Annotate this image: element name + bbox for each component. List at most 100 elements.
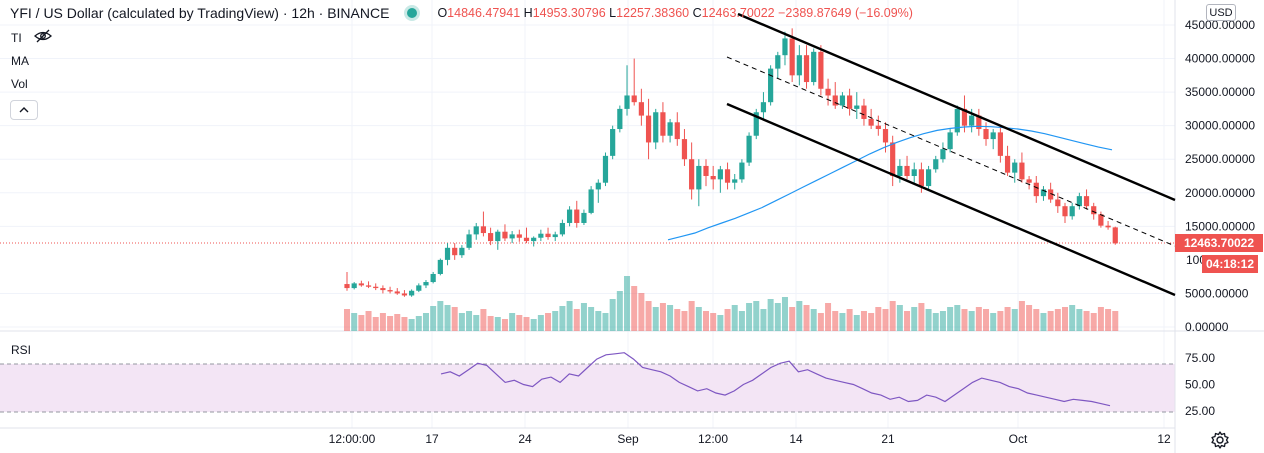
volume-bar bbox=[372, 317, 379, 331]
candle-body bbox=[789, 38, 795, 76]
volume-bar bbox=[379, 313, 386, 331]
candle-layer bbox=[344, 28, 1118, 297]
candle-body bbox=[796, 55, 802, 76]
ohlc-values: O14846.47941 H14953.30796 L12257.38360 C… bbox=[437, 6, 913, 20]
candle-body bbox=[1026, 179, 1032, 183]
time-tick-label: 14 bbox=[789, 432, 803, 446]
symbol-title[interactable]: YFI / US Dollar (calculated by TradingVi… bbox=[10, 5, 390, 21]
candle-body bbox=[847, 95, 853, 109]
time-axis[interactable]: 12:00:00 17 24 Sep 12:00 14 21 Oct 12 bbox=[329, 432, 1171, 446]
candle-body bbox=[480, 226, 487, 234]
bar-countdown-tag: 04:18:12 bbox=[1202, 255, 1258, 273]
volume-bar bbox=[358, 315, 365, 331]
indicator-vol-label[interactable]: Vol bbox=[11, 77, 28, 91]
candle-body bbox=[911, 169, 917, 176]
volume-bar bbox=[659, 303, 666, 331]
low-key: L bbox=[609, 6, 617, 20]
candle-body bbox=[588, 189, 594, 213]
volume-bar bbox=[523, 317, 530, 331]
candle-body bbox=[854, 105, 860, 109]
candle-body bbox=[918, 169, 924, 187]
market-status-icon bbox=[407, 8, 418, 18]
candle-body bbox=[1019, 162, 1025, 180]
volume-bar bbox=[674, 309, 681, 331]
volume-bar bbox=[961, 309, 968, 331]
candle-body bbox=[452, 247, 458, 256]
channel-upper-line[interactable] bbox=[737, 12, 1176, 202]
volume-bar bbox=[738, 311, 745, 331]
volume-bar bbox=[932, 313, 939, 331]
volume-bar bbox=[695, 307, 702, 331]
price-axis-partial-label: 100 bbox=[1186, 253, 1206, 267]
candle-body bbox=[1033, 182, 1039, 197]
candle-body bbox=[753, 112, 759, 136]
volume-bar bbox=[918, 303, 925, 331]
candle-body bbox=[1098, 214, 1104, 226]
volume-bar bbox=[415, 316, 422, 331]
rsi-band bbox=[0, 364, 1175, 412]
candle-body bbox=[1012, 162, 1018, 173]
volume-bar bbox=[559, 306, 566, 331]
volume-bar bbox=[351, 313, 358, 331]
volume-bar bbox=[710, 313, 717, 331]
volume-bar bbox=[602, 313, 609, 331]
channel-middle-line[interactable] bbox=[726, 56, 1176, 247]
close-key: C bbox=[692, 6, 702, 20]
volume-bar bbox=[997, 311, 1004, 331]
candle-body bbox=[653, 112, 659, 143]
candle-body bbox=[760, 102, 767, 113]
candle-body bbox=[1112, 227, 1118, 244]
currency-button[interactable]: USD bbox=[1206, 4, 1236, 21]
price-axis[interactable]: 45000.00000 40000.00000 35000.00000 30000.0… bbox=[1185, 18, 1255, 334]
volume-bar bbox=[408, 319, 415, 331]
volume-bar bbox=[645, 301, 652, 331]
candle-body bbox=[437, 259, 443, 274]
volume-bar bbox=[1033, 309, 1040, 331]
time-tick-label: 12:00:00 bbox=[329, 432, 376, 446]
price-tick-label: 45000.00000 bbox=[1185, 18, 1255, 32]
volume-bar bbox=[1090, 313, 1097, 331]
volume-bar bbox=[817, 313, 824, 331]
volume-bar bbox=[1018, 301, 1025, 331]
rsi-tick-label: 75.00 bbox=[1185, 351, 1215, 365]
volume-bar bbox=[724, 309, 731, 331]
candle-body bbox=[717, 169, 723, 180]
eye-crossed-icon[interactable] bbox=[34, 29, 52, 43]
collapse-indicators-button[interactable] bbox=[10, 100, 38, 120]
candle-body bbox=[724, 169, 731, 183]
indicator-ma-label[interactable]: MA bbox=[11, 54, 29, 68]
volume-bar bbox=[846, 309, 853, 331]
volume-bar bbox=[638, 293, 645, 331]
candle-body bbox=[997, 132, 1003, 156]
ma-line bbox=[667, 125, 1113, 241]
candle-body bbox=[631, 95, 637, 103]
low-value: 12257.38360 bbox=[616, 6, 690, 20]
candle-body bbox=[710, 176, 716, 180]
candle-body bbox=[746, 135, 752, 163]
candle-body bbox=[581, 212, 587, 223]
volume-bar bbox=[422, 313, 429, 331]
volume-bar bbox=[688, 301, 695, 331]
chart-legend[interactable]: YFI / US Dollar (calculated by TradingVi… bbox=[10, 5, 913, 21]
volume-bar bbox=[990, 313, 997, 331]
time-tick-label: Sep bbox=[617, 432, 639, 446]
gear-icon[interactable] bbox=[1210, 430, 1230, 450]
candle-body bbox=[861, 105, 867, 119]
candle-body bbox=[940, 149, 946, 160]
high-value: 14953.30796 bbox=[532, 6, 606, 20]
volume-bar bbox=[430, 306, 437, 331]
candle-body bbox=[667, 122, 673, 136]
indicator-ti-label[interactable]: TI bbox=[11, 31, 22, 45]
volume-bar bbox=[566, 301, 573, 331]
price-tick-label: 25000.00000 bbox=[1185, 152, 1255, 166]
volume-bar bbox=[717, 315, 724, 331]
candle-body bbox=[832, 95, 838, 106]
channel-lower-line[interactable] bbox=[726, 102, 1176, 297]
candle-body bbox=[373, 286, 379, 289]
candle-body bbox=[538, 233, 544, 238]
candle-body bbox=[466, 234, 472, 248]
volume-bar bbox=[803, 305, 810, 331]
rsi-label[interactable]: RSI bbox=[11, 343, 32, 357]
volume-bar bbox=[573, 309, 580, 331]
